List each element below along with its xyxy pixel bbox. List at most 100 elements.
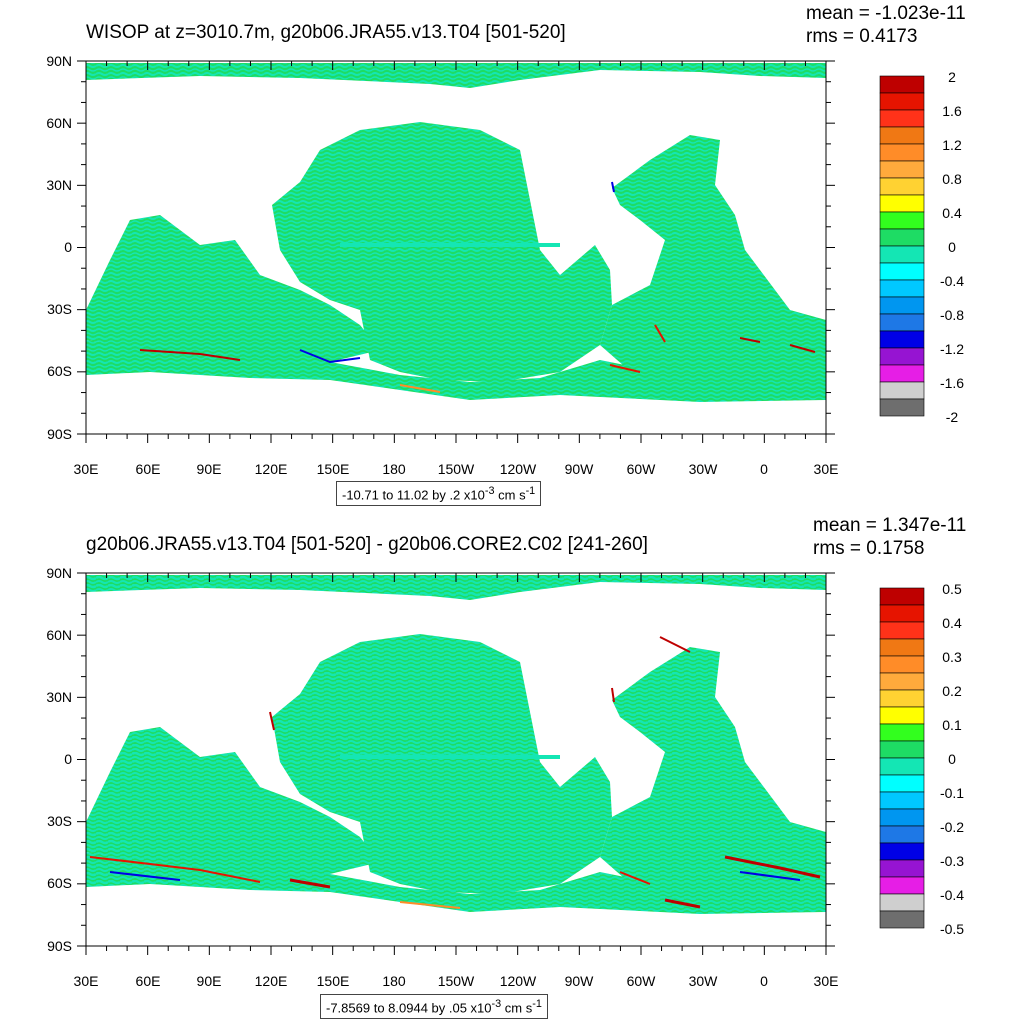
colorbar-swatch bbox=[879, 774, 925, 793]
colorbar-label: -1.6 bbox=[940, 375, 964, 391]
lon-label: 30E bbox=[814, 973, 839, 989]
lon-label: 0 bbox=[760, 461, 768, 477]
colorbar-swatch bbox=[879, 604, 925, 623]
mean-value: mean = 1.347e-11 bbox=[813, 515, 966, 536]
colorbar-swatch bbox=[879, 313, 925, 332]
colorbar-swatch bbox=[879, 126, 925, 145]
colorbar-swatch bbox=[879, 75, 925, 94]
colorbar-swatch bbox=[879, 160, 925, 179]
lon-label: 60W bbox=[627, 973, 657, 989]
contour-exponent: -3 bbox=[491, 998, 502, 1010]
ocean-southern bbox=[86, 340, 826, 402]
colorbar-swatch bbox=[879, 177, 925, 196]
colorbar-swatch bbox=[879, 109, 925, 128]
colorbar-labels: 0.5 0.4 0.3 0.2 0.1 0 -0.1 -0.2 -0.3 -0.… bbox=[940, 581, 964, 937]
colorbar-swatch bbox=[879, 92, 925, 111]
lat-label: 90S bbox=[47, 938, 72, 954]
lon-label: 150W bbox=[438, 461, 475, 477]
colorbar-swatch bbox=[879, 245, 925, 264]
colorbar-label: 0.8 bbox=[942, 171, 962, 187]
colorbar-swatch bbox=[879, 808, 925, 827]
map-figure: g20b06.JRA55.v13.T04 [501-520] - g20b06.… bbox=[46, 515, 966, 989]
lon-label: 30W bbox=[689, 973, 719, 989]
contour-range: -10.71 to 11.02 by .2 x10 bbox=[342, 487, 485, 503]
colorbar-swatch bbox=[879, 296, 925, 315]
lon-label: 180 bbox=[382, 973, 406, 989]
lat-label: 60S bbox=[47, 363, 72, 379]
colorbar-swatch bbox=[879, 825, 925, 844]
colorbar-label: 1.2 bbox=[942, 137, 962, 153]
colorbar-label: 0.5 bbox=[942, 581, 962, 597]
contour-unit-exponent: -1 bbox=[525, 485, 536, 497]
colorbar-label: 1.6 bbox=[942, 103, 962, 119]
colorbar-swatch bbox=[879, 723, 925, 742]
lon-label: 150W bbox=[438, 973, 475, 989]
lon-label: 30W bbox=[689, 461, 719, 477]
lon-label: 90W bbox=[565, 461, 595, 477]
colorbar-label: -0.1 bbox=[940, 785, 964, 801]
colorbar-label: -0.4 bbox=[940, 273, 964, 289]
colorbar-swatch bbox=[879, 364, 925, 383]
lat-label: 30N bbox=[46, 177, 72, 193]
ocean-southern bbox=[86, 852, 826, 914]
lat-axis: 90N 60N 30N 0 30S 60S 90S bbox=[46, 53, 72, 442]
lon-label: 60E bbox=[136, 973, 161, 989]
plot-title: g20b06.JRA55.v13.T04 [501-520] - g20b06.… bbox=[86, 534, 648, 555]
colorbar-label: -0.2 bbox=[940, 819, 964, 835]
map-figure: WISOP at z=3010.7m, g20b06.JRA55.v13.T04… bbox=[46, 3, 966, 477]
colorbar-swatch bbox=[879, 638, 925, 657]
lon-label: 60E bbox=[136, 461, 161, 477]
colorbar-label: 2 bbox=[948, 69, 956, 85]
contour-range: -7.8569 to 8.0944 by .05 x10 bbox=[326, 1000, 492, 1016]
contour-unit: cm s bbox=[501, 1000, 533, 1016]
colorbar-label: 0.2 bbox=[942, 683, 962, 699]
plot-title: WISOP at z=3010.7m, g20b06.JRA55.v13.T04… bbox=[86, 22, 566, 43]
lat-label: 90N bbox=[46, 565, 72, 581]
colorbar-labels: 2 1.6 1.2 0.8 0.4 0 -0.4 -0.8 -1.2 -1.6 … bbox=[940, 69, 964, 425]
colorbar-swatch bbox=[879, 791, 925, 810]
contour-unit-exponent: -1 bbox=[532, 998, 542, 1010]
colorbar-swatch bbox=[879, 859, 925, 878]
ocean-pacific bbox=[272, 634, 612, 894]
lon-label: 30E bbox=[74, 973, 99, 989]
colorbar-swatch bbox=[879, 672, 925, 691]
colorbar-swatch bbox=[879, 842, 925, 861]
lon-label: 90W bbox=[565, 973, 595, 989]
mean-value: mean = -1.023e-11 bbox=[806, 3, 966, 24]
colorbar-swatch bbox=[879, 587, 925, 606]
lat-label: 0 bbox=[64, 239, 72, 255]
colorbar-swatch bbox=[879, 398, 925, 417]
contour-exponent: -3 bbox=[484, 485, 495, 497]
lat-label: 60S bbox=[47, 875, 72, 891]
lat-label: 30S bbox=[47, 813, 72, 829]
colorbar-swatch bbox=[879, 330, 925, 349]
lon-label: 150E bbox=[317, 461, 350, 477]
contour-info-box: -7.8569 to 8.0944 by .05 x10-3 cm s-1 bbox=[320, 994, 548, 1020]
ocean-indian bbox=[86, 215, 380, 365]
lon-label: 180 bbox=[382, 461, 406, 477]
colorbar-swatch bbox=[879, 228, 925, 247]
axis-ticks bbox=[77, 60, 835, 443]
colorbar-label: 0.1 bbox=[942, 717, 962, 733]
map-panel-bottom: g20b06.JRA55.v13.T04 [501-520] - g20b06.… bbox=[0, 512, 1024, 1024]
colorbar-swatch bbox=[879, 279, 925, 298]
ocean-atlantic bbox=[600, 647, 826, 910]
colorbar-swatch bbox=[879, 621, 925, 640]
colorbar-swatch bbox=[879, 655, 925, 674]
lat-label: 30S bbox=[47, 301, 72, 317]
ocean-atlantic bbox=[600, 135, 826, 398]
lon-label: 30E bbox=[814, 461, 839, 477]
colorbar-label: 0 bbox=[948, 751, 956, 767]
colorbar-swatch bbox=[879, 910, 925, 929]
lon-label: 0 bbox=[760, 973, 768, 989]
colorbar-label: -2 bbox=[946, 409, 959, 425]
colorbar-label: -0.8 bbox=[940, 307, 964, 323]
contour-info-box: -10.71 to 11.02 by .2 x10-3 cm s-1 bbox=[336, 481, 542, 507]
colorbar bbox=[879, 587, 925, 929]
colorbar-label: -0.4 bbox=[940, 887, 964, 903]
lon-label: 120W bbox=[500, 973, 537, 989]
colorbar-label: -0.5 bbox=[940, 921, 964, 937]
lon-label: 120E bbox=[255, 973, 288, 989]
lon-axis: 30E 60E 90E 120E 150E 180 150W 120W 90W … bbox=[74, 461, 839, 477]
map-panel-top: WISOP at z=3010.7m, g20b06.JRA55.v13.T04… bbox=[0, 0, 1024, 512]
